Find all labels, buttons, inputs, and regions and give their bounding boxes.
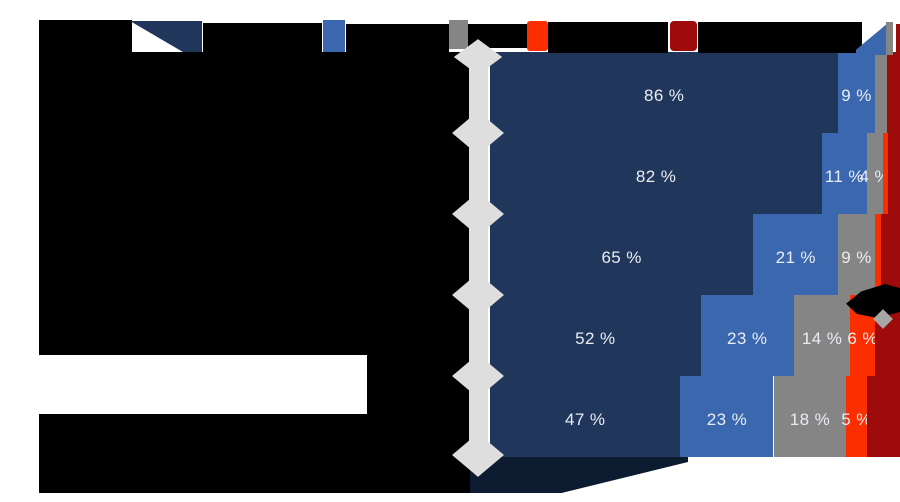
bar-segment-blue: 23 %: [680, 376, 774, 457]
bar-segment-darkred: [880, 214, 900, 295]
bar-segment-label: 47 %: [564, 409, 606, 429]
bar-segment-label: 18 %: [789, 409, 831, 429]
bar-segment-label: 11 %: [824, 166, 864, 186]
bar-segment-navy: 82 %: [490, 133, 823, 214]
bar-segment-gray: 9 %: [838, 214, 875, 295]
bar-segment-navy: 65 %: [490, 214, 754, 295]
bar-segment-blue: 9 %: [838, 52, 875, 133]
redacted-category-labels-lower: [39, 414, 367, 493]
bar-segment-label: 65 %: [601, 247, 642, 267]
annotation-arrow-icon: [846, 284, 900, 318]
cutoff-darkred-sliver: [896, 24, 900, 55]
bar-segment-red: 5 %: [841, 376, 871, 457]
bar-segment-blue: 21 %: [753, 214, 839, 295]
bar-segment-label: 86 %: [643, 85, 685, 105]
bar-segment-label: 23 %: [706, 409, 748, 429]
legend-swatch-darkred: [670, 21, 697, 51]
bar-segment-gray: 18 %: [773, 376, 847, 457]
bar-segment-blue: 23 %: [700, 295, 794, 376]
redacted-legend-label-4: [548, 22, 668, 53]
bar-segment-darkred: [866, 376, 900, 457]
bar-segment-label: 52 %: [575, 328, 616, 348]
legend-swatch-red: [527, 21, 548, 51]
bar-segment-label: 82 %: [635, 166, 677, 186]
bar-segment-label: 14 %: [801, 328, 843, 348]
legend-swatch-blue: [323, 20, 345, 53]
bar-segment-navy: 52 %: [490, 295, 701, 376]
bar-segment-red: [874, 214, 881, 295]
bar-segment-label: 6 %: [847, 328, 878, 348]
cutoff-gray-sliver: [886, 22, 893, 55]
legend-swatch-gray: [449, 20, 468, 49]
bar-segment-navy: 47 %: [490, 376, 681, 457]
bar-segment-label: 9 %: [841, 247, 872, 267]
bar-segment-label: 23 %: [726, 328, 768, 348]
redacted-category-labels-upper: [39, 52, 470, 355]
bar-segment-label: 4 %: [859, 166, 890, 186]
bar-segment-label: 21 %: [775, 247, 816, 267]
bar-segment-darkred: [887, 133, 900, 214]
bar-segment-label: 5 %: [841, 409, 872, 429]
redacted-category-labels-column: [367, 355, 470, 493]
redacted-title-block: [39, 20, 132, 55]
redacted-legend-label-2: [346, 24, 449, 53]
diamond-chain-ribbon: [469, 52, 488, 457]
bar-segment-blue: 11 %: [822, 133, 867, 214]
bar-segment-navy: 86 %: [490, 52, 839, 133]
redacted-legend-label-1: [203, 23, 322, 54]
redacted-legend-label-5: [698, 22, 862, 53]
bar-segment-gray: [874, 52, 887, 133]
bar-segment-label: 9 %: [841, 85, 872, 105]
bar-segment-darkred: [886, 52, 900, 133]
bar-segment-gray: 14 %: [793, 295, 851, 376]
bar-segment-gray: 4 %: [859, 133, 890, 214]
bar-segment-red: [882, 133, 888, 214]
